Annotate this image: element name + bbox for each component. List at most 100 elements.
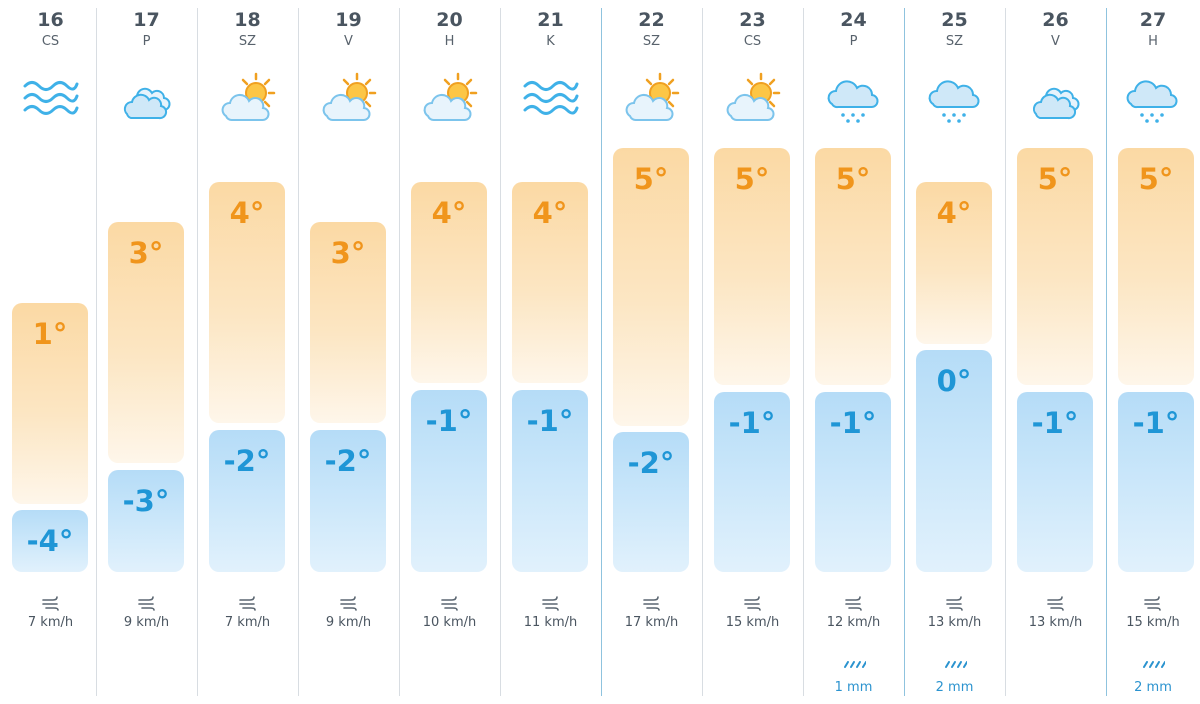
low-temperature: -4° bbox=[26, 524, 74, 558]
high-temperature: 3° bbox=[330, 236, 366, 270]
day-of-week: H bbox=[444, 34, 455, 49]
wind-speed: 11 km/h bbox=[523, 615, 578, 630]
high-temp-bar: 5° bbox=[714, 148, 790, 385]
day-date: 25 bbox=[941, 9, 968, 31]
day-of-week: SZ bbox=[945, 34, 964, 49]
high-temp-bar: 4° bbox=[411, 182, 487, 383]
day-date: 21 bbox=[537, 9, 564, 31]
high-temperature: 5° bbox=[835, 162, 871, 196]
day-date: 16 bbox=[37, 9, 64, 31]
partly-sunny-icon bbox=[221, 72, 275, 121]
day-of-week: P bbox=[849, 34, 858, 49]
low-temperature: 0° bbox=[936, 364, 972, 398]
wind-speed-icon bbox=[844, 596, 862, 611]
forecast-day[interactable]: 18 SZ 4° -2° 7 km/h bbox=[197, 0, 298, 704]
forecast-day[interactable]: 20 H 4° -1° 10 km/h bbox=[399, 0, 500, 704]
low-temperature: -1° bbox=[425, 404, 473, 438]
precipitation-icon bbox=[843, 661, 866, 668]
forecast-day[interactable]: 17 P 3° -3° 9 km/h bbox=[96, 0, 197, 704]
high-temperature: 4° bbox=[936, 196, 972, 230]
day-divider bbox=[904, 8, 905, 696]
precipitation-amount: 2 mm bbox=[1134, 680, 1172, 695]
wind-speed-icon bbox=[541, 596, 559, 611]
day-divider bbox=[197, 8, 198, 696]
low-temp-bar: -1° bbox=[1017, 392, 1093, 572]
high-temp-bar: 3° bbox=[310, 222, 386, 423]
day-of-week: V bbox=[344, 34, 353, 49]
rain-cloud-icon bbox=[928, 80, 979, 123]
wind-speed: 12 km/h bbox=[826, 615, 881, 630]
high-temp-bar: 5° bbox=[815, 148, 891, 385]
wind-speed: 15 km/h bbox=[1126, 615, 1180, 630]
high-temperature: 4° bbox=[532, 196, 568, 230]
forecast-day[interactable]: 24 P 5° -1° 12 km/h 1 mm bbox=[803, 0, 904, 704]
wind-speed: 9 km/h bbox=[123, 615, 170, 630]
day-of-week: H bbox=[1148, 34, 1158, 49]
low-temperature: -1° bbox=[829, 406, 877, 440]
low-temperature: -1° bbox=[1031, 406, 1079, 440]
forecast-day[interactable]: 19 V 3° -2° 9 km/h bbox=[298, 0, 399, 704]
high-temperature: 5° bbox=[633, 162, 669, 196]
wind-speed-icon bbox=[1144, 596, 1161, 611]
rain-cloud-icon bbox=[827, 80, 878, 123]
day-date: 23 bbox=[739, 9, 766, 31]
low-temperature: -1° bbox=[526, 404, 574, 438]
wind-speed: 13 km/h bbox=[1028, 615, 1083, 630]
day-divider bbox=[399, 8, 400, 696]
wind-speed-icon bbox=[339, 596, 357, 611]
high-temp-bar: 1° bbox=[12, 303, 88, 504]
high-temp-bar: 4° bbox=[916, 182, 992, 344]
precipitation-icon bbox=[944, 661, 967, 668]
wind-speed-icon bbox=[1046, 596, 1064, 611]
cloudy-icon bbox=[1032, 87, 1079, 120]
forecast-day[interactable]: 26 V 5° -1° 13 km/h bbox=[1005, 0, 1106, 704]
wind-speed: 10 km/h bbox=[422, 615, 477, 630]
high-temperature: 1° bbox=[32, 317, 68, 351]
precipitation-icon bbox=[1143, 661, 1165, 668]
low-temp-bar: -2° bbox=[310, 430, 386, 572]
forecast-day[interactable]: 25 SZ 4° 0° 13 km/h 2 mm bbox=[904, 0, 1005, 704]
wind-speed-icon bbox=[137, 596, 155, 611]
day-of-week: CS bbox=[743, 34, 762, 49]
wind-icon bbox=[23, 81, 78, 115]
wind-speed-icon bbox=[945, 596, 963, 611]
low-temp-bar: 0° bbox=[916, 350, 992, 572]
day-of-week: V bbox=[1051, 34, 1060, 49]
low-temp-bar: -2° bbox=[209, 430, 285, 572]
day-divider bbox=[1005, 8, 1006, 696]
low-temperature: -1° bbox=[728, 406, 776, 440]
high-temp-bar: 5° bbox=[1118, 148, 1194, 385]
forecast-day[interactable]: 22 SZ 5° -2° 17 km/h bbox=[601, 0, 702, 704]
rain-cloud-icon bbox=[1126, 80, 1178, 123]
day-divider bbox=[702, 8, 703, 696]
low-temperature: -1° bbox=[1132, 406, 1180, 440]
day-date: 18 bbox=[234, 9, 261, 31]
high-temperature: 3° bbox=[128, 236, 164, 270]
forecast-day[interactable]: 16 CS 1° -4° 7 km/h bbox=[0, 0, 101, 704]
day-divider bbox=[96, 8, 97, 696]
day-of-week: CS bbox=[41, 34, 60, 49]
low-temp-bar: -1° bbox=[815, 392, 891, 572]
low-temp-bar: -1° bbox=[714, 392, 790, 572]
forecast-day[interactable]: 27 H 5° -1° 15 km/h 2 mm bbox=[1106, 0, 1200, 704]
low-temperature: -2° bbox=[324, 444, 372, 478]
wind-speed-icon bbox=[440, 596, 458, 611]
precipitation-amount: 1 mm bbox=[834, 680, 873, 695]
forecast-day[interactable]: 23 CS 5° -1° 15 km/h bbox=[702, 0, 803, 704]
partly-sunny-icon bbox=[423, 72, 477, 121]
low-temp-bar: -2° bbox=[613, 432, 689, 572]
wind-speed-icon bbox=[743, 596, 761, 611]
day-divider bbox=[298, 8, 299, 696]
wind-speed: 9 km/h bbox=[325, 615, 372, 630]
forecast-day[interactable]: 21 K 4° -1° 11 km/h bbox=[500, 0, 601, 704]
day-divider bbox=[1106, 8, 1107, 696]
day-of-week: K bbox=[546, 34, 555, 49]
day-divider bbox=[500, 8, 501, 696]
wind-speed: 15 km/h bbox=[725, 615, 780, 630]
day-of-week: SZ bbox=[238, 34, 257, 49]
low-temp-bar: -1° bbox=[1118, 392, 1194, 572]
low-temperature: -3° bbox=[122, 484, 170, 518]
week-divider bbox=[601, 8, 602, 696]
partly-sunny-icon bbox=[322, 72, 376, 121]
